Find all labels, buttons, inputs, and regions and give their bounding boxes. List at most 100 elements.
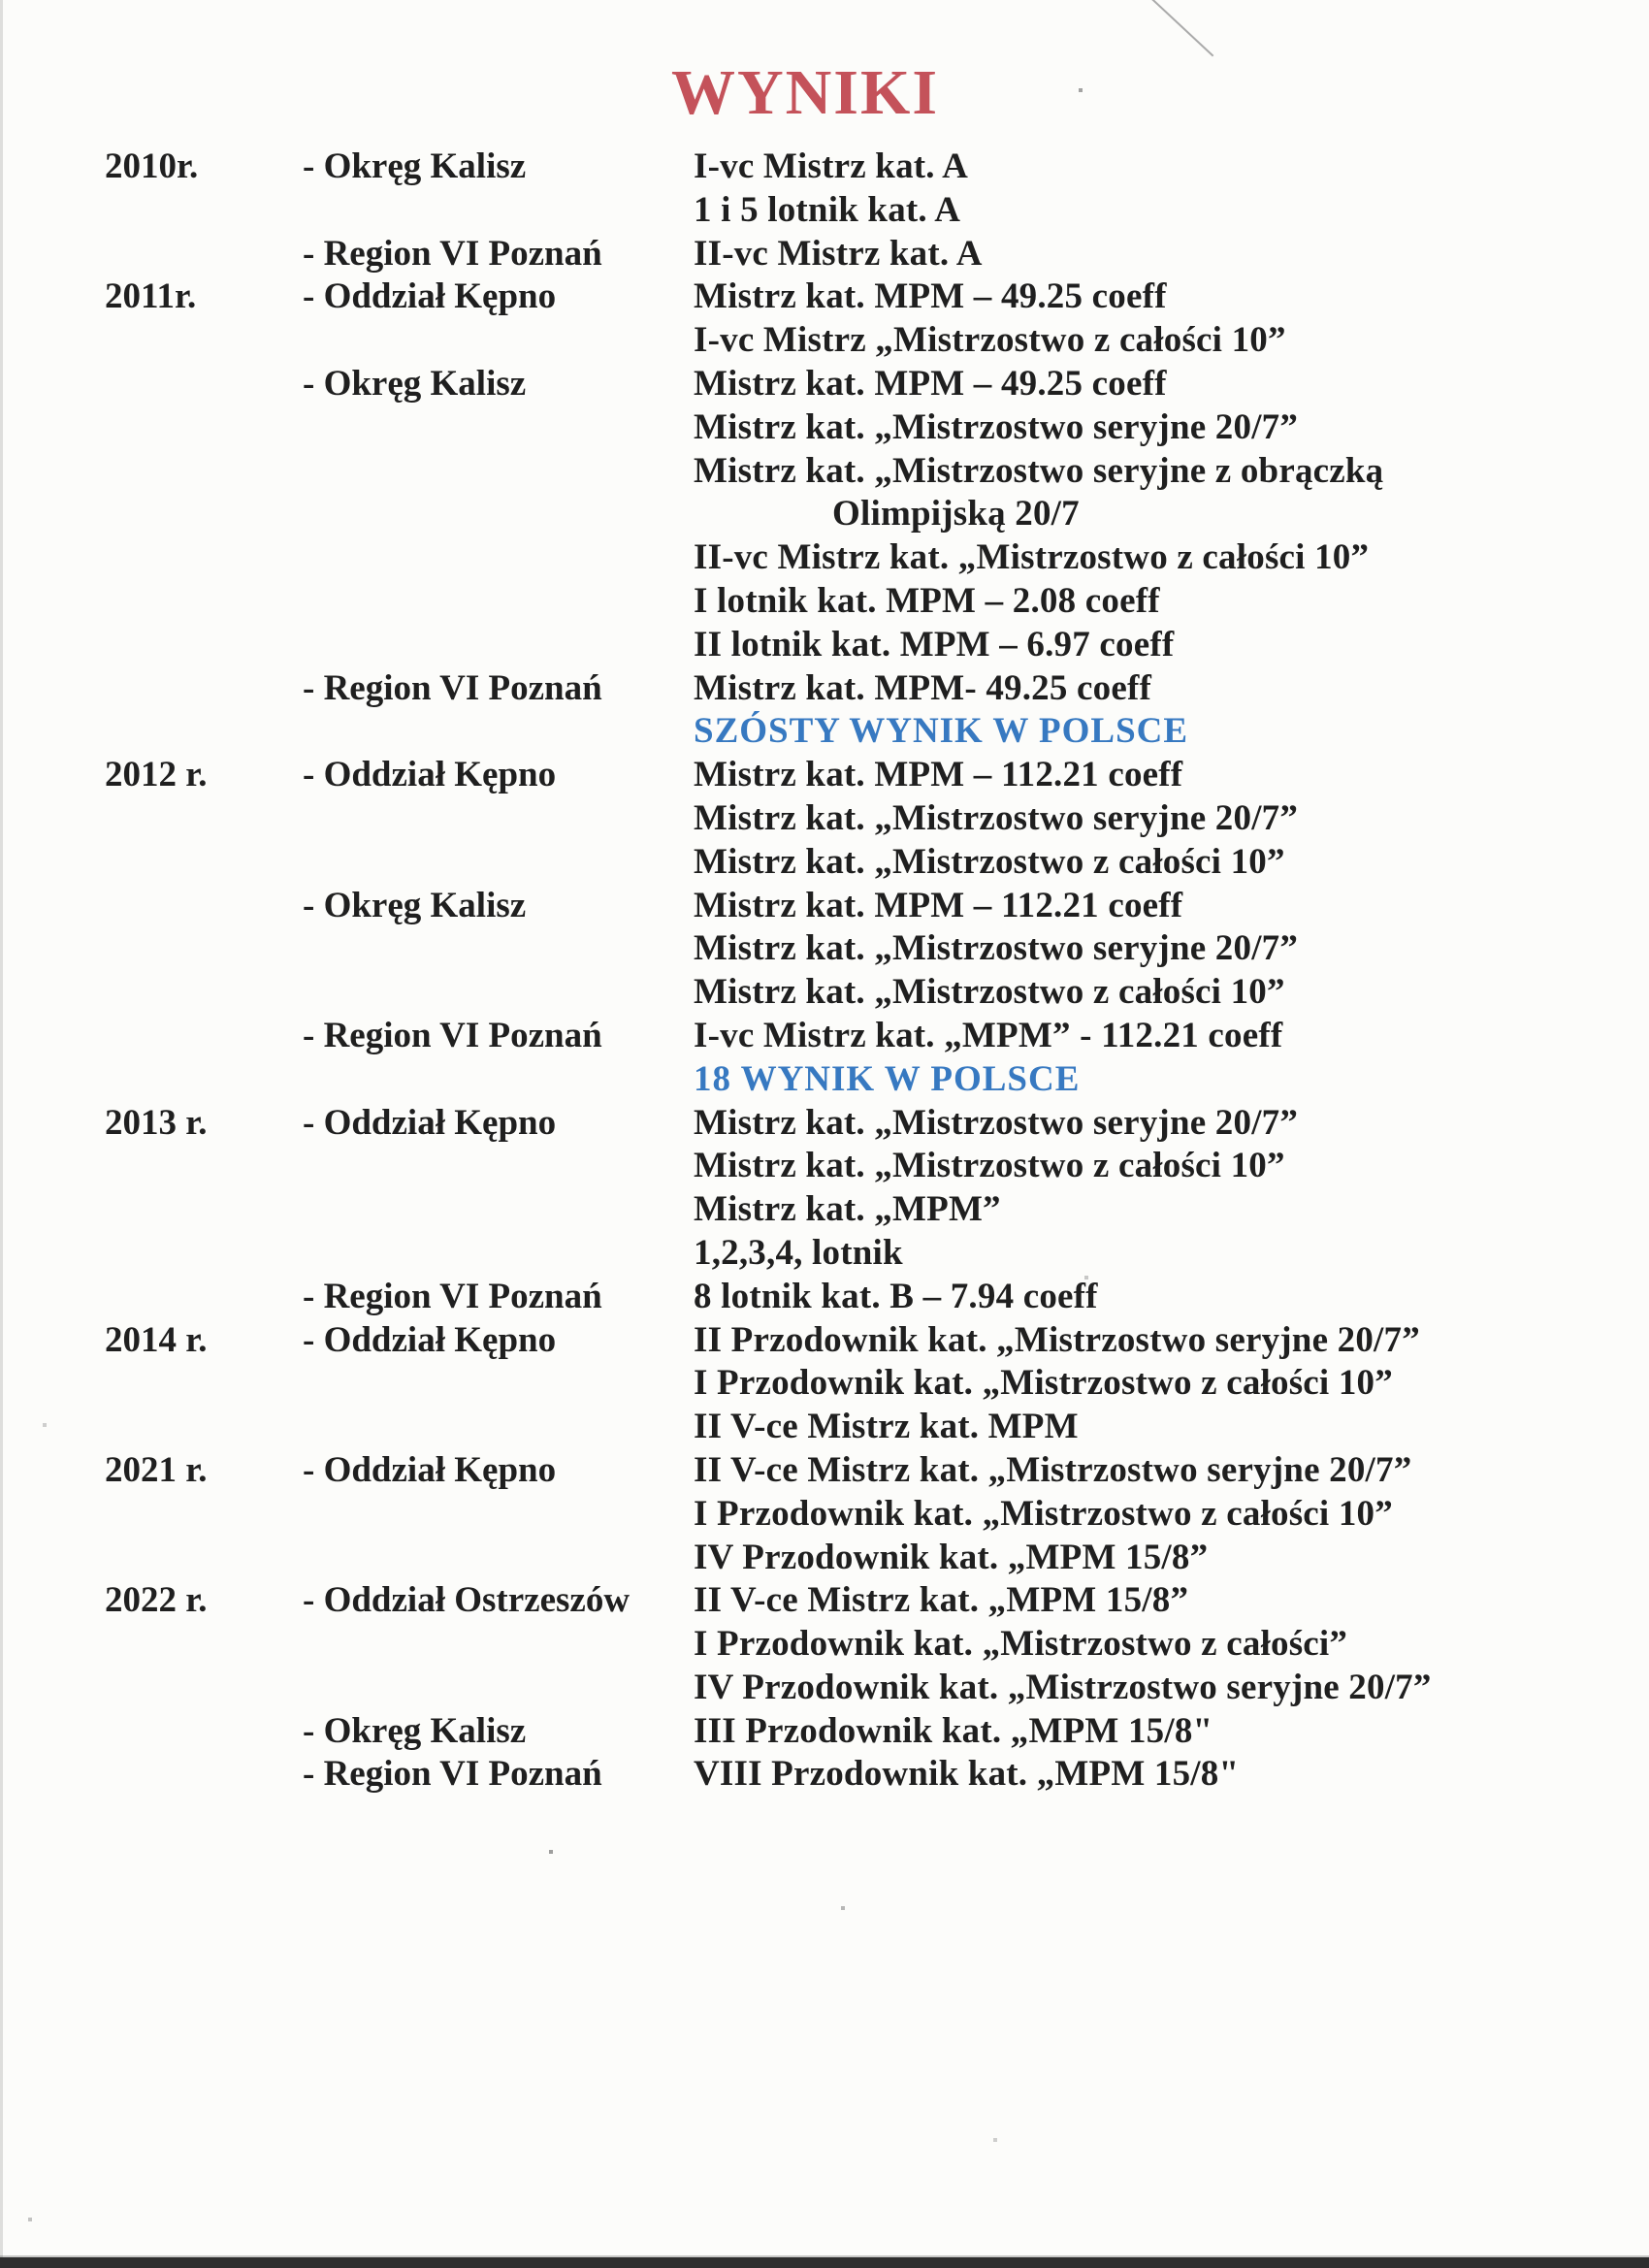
result-label: Mistrz kat. „Mistrzostwo seryjne 20/7” [694,406,1299,447]
result-label: I-vc Mistrz kat. „MPM” - 112.21 coeff [694,1015,1283,1055]
table-row: - Region VI Poznań I-vc Mistrz kat. „MPM… [0,1015,1649,1058]
place-label: - Okręg Kalisz [303,363,527,404]
table-row: Olimpijską 20/7 [0,493,1649,536]
result-label: Mistrz kat. „Mistrzostwo z całości 10” [694,841,1285,882]
place-label: - Oddział Kępno [303,1102,557,1143]
table-row: Mistrz kat. „Mistrzostwo seryjne 20/7” [0,797,1649,841]
table-row: - Region VI Poznań II-vc Mistrz kat. A [0,233,1649,276]
table-row: 2011r. - Oddział Kępno Mistrz kat. MPM –… [0,275,1649,319]
table-row: 2012 r. - Oddział Kępno Mistrz kat. MPM … [0,754,1649,797]
table-row: II lotnik kat. MPM – 6.97 coeff [0,624,1649,667]
result-label: III Przodownik kat. „MPM 15/8" [694,1710,1213,1751]
result-label: I Przodownik kat. „Mistrzostwo z całości… [694,1624,1348,1665]
table-row: SZÓSTY WYNIK W POLSCE [0,710,1649,754]
result-label: 1 i 5 lotnik kat. A [694,189,961,230]
table-row: II-vc Mistrz kat. „Mistrzostwo z całości… [0,536,1649,580]
table-row: 1,2,3,4, lotnik [0,1232,1649,1276]
result-label: II V-ce Mistrz kat. MPM [694,1407,1079,1447]
year-label: 2022 r. [105,1580,208,1621]
table-row: 1 i 5 lotnik kat. A [0,189,1649,233]
result-label: II-vc Mistrz kat. A [694,233,983,274]
year-label: 2013 r. [105,1102,208,1143]
result-label: Mistrz kat. MPM – 112.21 coeff [694,885,1183,925]
table-row: II V-ce Mistrz kat. MPM [0,1406,1649,1449]
table-row: 2013 r. - Oddział Kępno Mistrz kat. „Mis… [0,1102,1649,1146]
result-label: Olimpijską 20/7 [832,494,1080,535]
table-row: IV Przodownik kat. „MPM 15/8” [0,1537,1649,1580]
result-label: I Przodownik kat. „Mistrzostwo z całości… [694,1493,1393,1534]
place-label: - Region VI Poznań [303,667,602,708]
table-row: 2010r. - Okręg Kalisz I-vc Mistrz kat. A [0,146,1649,189]
place-label: - Oddział Kępno [303,755,557,795]
result-label: I lotnik kat. MPM – 2.08 coeff [694,580,1160,621]
table-row: Mistrz kat. „Mistrzostwo z całości 10” [0,971,1649,1015]
year-label: 2014 r. [105,1319,208,1360]
table-row: IV Przodownik kat. „Mistrzostwo seryjne … [0,1667,1649,1710]
table-row: - Region VI Poznań Mistrz kat. MPM- 49.2… [0,667,1649,711]
place-label: - Region VI Poznań [303,1015,602,1055]
page-left-edge [0,0,3,2268]
result-label: II V-ce Mistrz kat. „MPM 15/8” [694,1580,1189,1621]
result-label: II Przodownik kat. „Mistrzostwo seryjne … [694,1319,1420,1360]
table-row: - Region VI Poznań 8 lotnik kat. B – 7.9… [0,1276,1649,1319]
result-label: Mistrz kat. MPM – 49.25 coeff [694,363,1167,404]
result-label: Mistrz kat. „Mistrzostwo seryjne 20/7” [694,1102,1299,1143]
table-row: I-vc Mistrz „Mistrzostwo z całości 10” [0,319,1649,363]
table-row: 2021 r. - Oddział Kępno II V-ce Mistrz k… [0,1449,1649,1493]
result-label: Mistrz kat. MPM – 49.25 coeff [694,276,1167,317]
table-row: Mistrz kat. „Mistrzostwo seryjne 20/7” [0,406,1649,450]
result-label: Mistrz kat. „Mistrzostwo z całości 10” [694,972,1285,1013]
place-label: - Region VI Poznań [303,233,602,274]
place-label: - Oddział Kępno [303,276,557,317]
table-row: Mistrz kat. „MPM” [0,1188,1649,1232]
table-row: I Przodownik kat. „Mistrzostwo z całości… [0,1362,1649,1406]
table-row: - Okręg Kalisz Mistrz kat. MPM – 112.21 … [0,885,1649,928]
result-label: IV Przodownik kat. „MPM 15/8” [694,1537,1209,1577]
place-label: - Okręg Kalisz [303,1710,527,1751]
table-row: - Region VI Poznań VIII Przodownik kat. … [0,1753,1649,1797]
year-label: 2011r. [105,276,197,317]
table-row: Mistrz kat. „Mistrzostwo z całości 10” [0,1145,1649,1188]
result-label: Mistrz kat. „Mistrzostwo z całości 10” [694,1146,1285,1186]
year-label: 2021 r. [105,1449,208,1490]
year-label: 2010r. [105,146,199,186]
place-label: - Okręg Kalisz [303,885,527,925]
table-row: Mistrz kat. „Mistrzostwo seryjne z obrąc… [0,450,1649,494]
table-row: Mistrz kat. „Mistrzostwo seryjne 20/7” [0,927,1649,971]
result-label: II-vc Mistrz kat. „Mistrzostwo z całości… [694,537,1370,578]
results-list: 2010r. - Okręg Kalisz I-vc Mistrz kat. A… [0,146,1649,1797]
result-label: I-vc Mistrz „Mistrzostwo z całości 10” [694,320,1286,361]
year-label: 2012 r. [105,755,208,795]
table-row: 2014 r. - Oddział Kępno II Przodownik ka… [0,1319,1649,1363]
place-label: - Region VI Poznań [303,1754,602,1795]
scan-artifact-line [1149,0,1214,57]
table-row: - Okręg Kalisz Mistrz kat. MPM – 49.25 c… [0,363,1649,406]
table-row: 18 WYNIK W POLSCE [0,1058,1649,1102]
place-label: - Okręg Kalisz [303,146,527,186]
result-label: 18 WYNIK W POLSCE [694,1058,1081,1099]
result-label: IV Przodownik kat. „Mistrzostwo seryjne … [694,1667,1432,1707]
result-label: Mistrz kat. „Mistrzostwo seryjne z obrąc… [694,450,1384,491]
result-label: 8 lotnik kat. B – 7.94 coeff [694,1276,1098,1316]
result-label: VIII Przodownik kat. „MPM 15/8" [694,1754,1240,1795]
table-row: - Okręg Kalisz III Przodownik kat. „MPM … [0,1710,1649,1754]
result-label: II lotnik kat. MPM – 6.97 coeff [694,624,1175,664]
table-row: 2022 r. - Oddział Ostrzeszów II V-ce Mis… [0,1579,1649,1623]
result-label: SZÓSTY WYNIK W POLSCE [694,711,1189,752]
place-label: - Region VI Poznań [303,1276,602,1316]
result-label: I Przodownik kat. „Mistrzostwo z całości… [694,1363,1393,1404]
result-label: Mistrz kat. MPM – 112.21 coeff [694,755,1183,795]
place-label: - Oddział Kępno [303,1319,557,1360]
result-label: Mistrz kat. MPM- 49.25 coeff [694,667,1152,708]
result-label: Mistrz kat. „MPM” [694,1189,1001,1230]
table-row: Mistrz kat. „Mistrzostwo z całości 10” [0,841,1649,885]
table-row: I lotnik kat. MPM – 2.08 coeff [0,580,1649,624]
place-label: - Oddział Kępno [303,1449,557,1490]
page-title: WYNIKI [670,57,940,128]
result-label: I-vc Mistrz kat. A [694,146,969,186]
place-label: - Oddział Ostrzeszów [303,1580,630,1621]
result-label: Mistrz kat. „Mistrzostwo seryjne 20/7” [694,928,1299,969]
table-row: I Przodownik kat. „Mistrzostwo z całości… [0,1493,1649,1537]
table-row: I Przodownik kat. „Mistrzostwo z całości… [0,1623,1649,1667]
